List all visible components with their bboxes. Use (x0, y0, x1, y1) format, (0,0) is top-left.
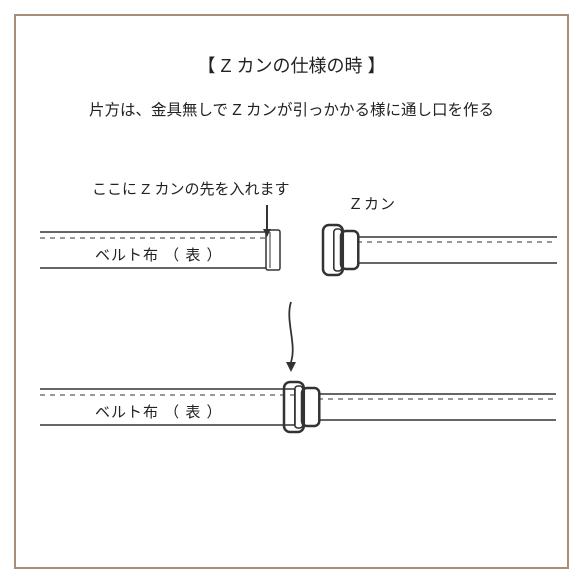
diagram-svg (0, 0, 583, 583)
